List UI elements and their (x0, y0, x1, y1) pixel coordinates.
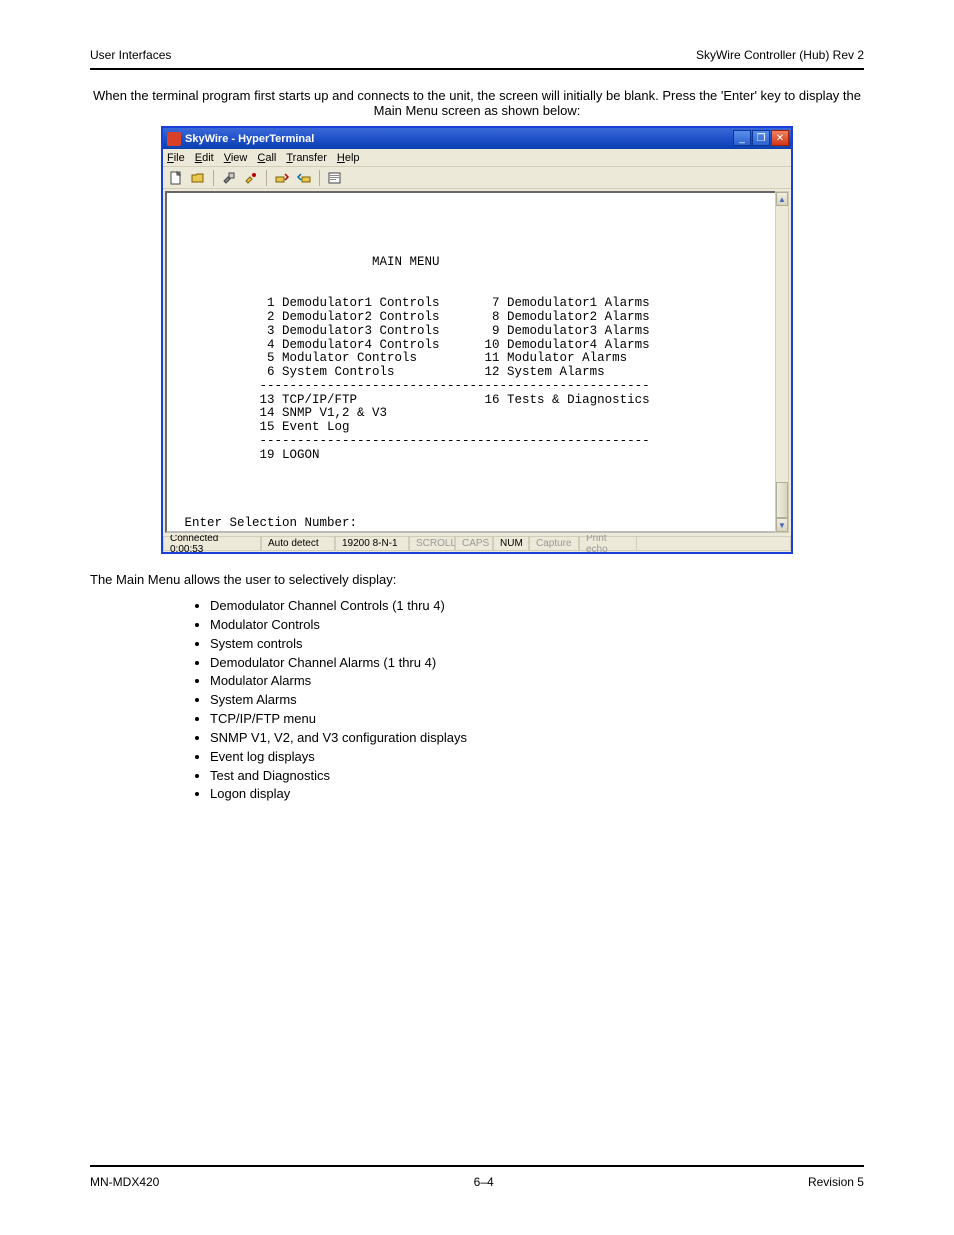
page-header: User Interfaces SkyWire Controller (Hub)… (90, 48, 864, 62)
bottom-divider (90, 1165, 864, 1167)
toolbar-separator-2 (266, 170, 267, 186)
receive-icon[interactable] (295, 169, 313, 187)
menu-bar: File Edit View Call Transfer Help (163, 149, 791, 167)
status-scroll: SCROLL (409, 536, 455, 551)
status-echo: Print echo (579, 536, 637, 551)
list-item: Modulator Alarms (210, 672, 864, 691)
caption-above: When the terminal program first starts u… (90, 88, 864, 118)
status-bar: Connected 0:00:53 Auto detect 19200 8-N-… (163, 535, 791, 552)
feature-list: Demodulator Channel Controls (1 thru 4) … (210, 597, 864, 804)
close-button[interactable]: ✕ (771, 130, 789, 146)
scrollbar[interactable]: ▲ ▼ (775, 191, 789, 533)
caption-below: The Main Menu allows the user to selecti… (90, 572, 864, 587)
new-icon[interactable] (167, 169, 185, 187)
menu-transfer[interactable]: Transfer (286, 152, 327, 164)
list-item: TCP/IP/FTP menu (210, 710, 864, 729)
menu-view[interactable]: View (224, 152, 248, 164)
maximize-icon: ❐ (757, 133, 766, 144)
content-area: MAIN MENU 1 Demodulator1 Controls 7 Demo… (163, 189, 791, 535)
toolbar-separator-3 (319, 170, 320, 186)
top-divider (90, 68, 864, 70)
scroll-down-button[interactable]: ▼ (776, 518, 788, 532)
list-item: Logon display (210, 785, 864, 804)
minimize-button[interactable]: _ (733, 130, 751, 146)
list-item: Modulator Controls (210, 616, 864, 635)
toolbar-separator (213, 170, 214, 186)
header-left: User Interfaces (90, 48, 171, 62)
status-caps: CAPS (455, 536, 493, 551)
send-icon[interactable] (273, 169, 291, 187)
page-footer: MN-MDX420 6–4 Revision 5 (90, 1175, 864, 1189)
menu-edit[interactable]: Edit (195, 152, 214, 164)
scroll-up-button[interactable]: ▲ (776, 192, 788, 206)
status-baud: 19200 8-N-1 (335, 536, 409, 551)
list-item: Demodulator Channel Alarms (1 thru 4) (210, 654, 864, 673)
toolbar (163, 167, 791, 189)
window-title: SkyWire - HyperTerminal (185, 133, 314, 145)
list-item: Demodulator Channel Controls (1 thru 4) (210, 597, 864, 616)
close-icon: ✕ (776, 133, 784, 144)
menu-call[interactable]: Call (257, 152, 276, 164)
window-controls: _ ❐ ✕ (732, 130, 789, 146)
list-item: System controls (210, 635, 864, 654)
menu-help[interactable]: Help (337, 152, 360, 164)
scroll-thumb[interactable] (776, 482, 788, 518)
status-connected: Connected 0:00:53 (163, 536, 261, 551)
disconnect-icon[interactable] (242, 169, 260, 187)
minimize-icon: _ (739, 133, 745, 144)
hyperterminal-window: SkyWire - HyperTerminal _ ❐ ✕ File Edit … (161, 126, 793, 554)
properties-icon[interactable] (326, 169, 344, 187)
status-capture: Capture (529, 536, 579, 551)
list-item: SNMP V1, V2, and V3 configuration displa… (210, 729, 864, 748)
connect-icon[interactable] (220, 169, 238, 187)
list-item: Event log displays (210, 748, 864, 767)
terminal-output[interactable]: MAIN MENU 1 Demodulator1 Controls 7 Demo… (165, 191, 789, 533)
status-spacer (637, 536, 791, 551)
list-item: Test and Diagnostics (210, 767, 864, 786)
status-detect: Auto detect (261, 536, 335, 551)
open-icon[interactable] (189, 169, 207, 187)
footer-left: MN-MDX420 (90, 1175, 159, 1189)
menu-file[interactable]: File (167, 152, 185, 164)
status-num: NUM (493, 536, 529, 551)
footer-right: Revision 5 (808, 1175, 864, 1189)
header-right: SkyWire Controller (Hub) Rev 2 (696, 48, 864, 62)
app-icon (167, 132, 181, 146)
list-item: System Alarms (210, 691, 864, 710)
footer-center: 6–4 (474, 1175, 494, 1189)
titlebar: SkyWire - HyperTerminal _ ❐ ✕ (163, 128, 791, 149)
maximize-button[interactable]: ❐ (752, 130, 770, 146)
